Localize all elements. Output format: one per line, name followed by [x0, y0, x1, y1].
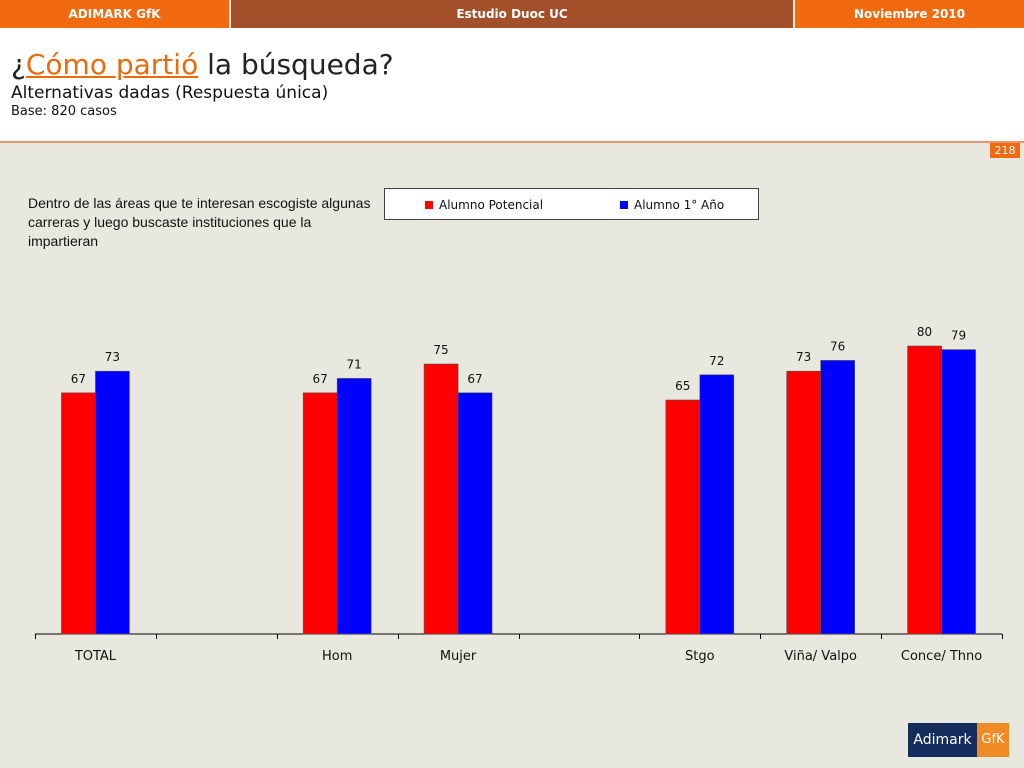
- date-label: Noviembre 2010: [795, 0, 1024, 28]
- data-label-series1: 73: [796, 350, 811, 364]
- legend-label-series1: Alumno Potencial: [439, 198, 544, 212]
- bar-series1: [423, 363, 459, 635]
- title-suffix: la búsqueda?: [198, 48, 394, 81]
- question-text: Dentro de las áreas que te interesan esc…: [28, 195, 371, 249]
- x-tick-label: Hom: [322, 649, 352, 664]
- slide-title: ¿Cómo partió la búsqueda?: [11, 48, 394, 81]
- adimark-logo: Adimark GfK: [908, 723, 1009, 757]
- page-number: 218: [990, 143, 1020, 158]
- x-tick-label: TOTAL: [74, 649, 117, 664]
- bar-series1: [786, 370, 821, 635]
- x-tick-label: Conce/ Thno: [901, 649, 982, 664]
- x-tick-label: Viña/ Valpo: [784, 649, 857, 664]
- legend-label-series2: Alumno 1° Año: [634, 198, 725, 212]
- data-label-series2: 79: [951, 329, 966, 343]
- bar-series1: [665, 399, 701, 635]
- data-label-series2: 76: [830, 339, 845, 353]
- slide-header: ¿Cómo partió la búsqueda? Alternativas d…: [0, 28, 1024, 141]
- data-label-series2: 71: [347, 357, 362, 371]
- legend-item-series2: Alumno 1° Año: [620, 198, 724, 212]
- bar-series2: [95, 370, 130, 635]
- logo-part-gfk: GfK: [977, 723, 1009, 757]
- header-divider: [0, 141, 1024, 143]
- bar-series2: [820, 360, 855, 635]
- company-label: ADIMARK GfK: [0, 0, 229, 28]
- legend-swatch-series2: [620, 201, 628, 209]
- data-label-series2: 73: [105, 350, 120, 364]
- title-prefix: ¿: [11, 48, 26, 81]
- slide-subtitle: Alternativas dadas (Respuesta única): [11, 83, 329, 103]
- chart-legend: Alumno Potencial Alumno 1° Año: [384, 188, 759, 220]
- x-tick-label: Stgo: [685, 649, 715, 664]
- data-label-series2: 72: [709, 354, 724, 368]
- title-highlight: Cómo partió: [25, 48, 199, 81]
- base-count: Base: 820 casos: [11, 104, 117, 119]
- logo-part-adimark: Adimark: [908, 723, 977, 757]
- legend-item-series1: Alumno Potencial: [425, 198, 543, 212]
- bar-series2: [336, 378, 372, 635]
- x-tick-label: Mujer: [440, 649, 477, 664]
- data-label-series1: 67: [313, 372, 328, 386]
- bar-series2: [457, 392, 493, 635]
- data-label-series1: 75: [433, 343, 448, 357]
- bar-series1: [302, 392, 338, 635]
- legend-swatch-series1: [425, 201, 433, 209]
- bar-series2: [941, 349, 976, 635]
- study-label: Estudio Duoc UC: [231, 0, 793, 28]
- data-label-series1: 67: [71, 372, 86, 386]
- data-label-series2: 67: [467, 372, 482, 386]
- data-label-series1: 80: [917, 325, 932, 339]
- bar-series1: [907, 345, 942, 635]
- data-label-series1: 65: [675, 379, 690, 393]
- bar-series1: [61, 392, 96, 635]
- top-bar: ADIMARK GfK Estudio Duoc UC Noviembre 20…: [0, 0, 1024, 28]
- bar-series2: [699, 374, 735, 635]
